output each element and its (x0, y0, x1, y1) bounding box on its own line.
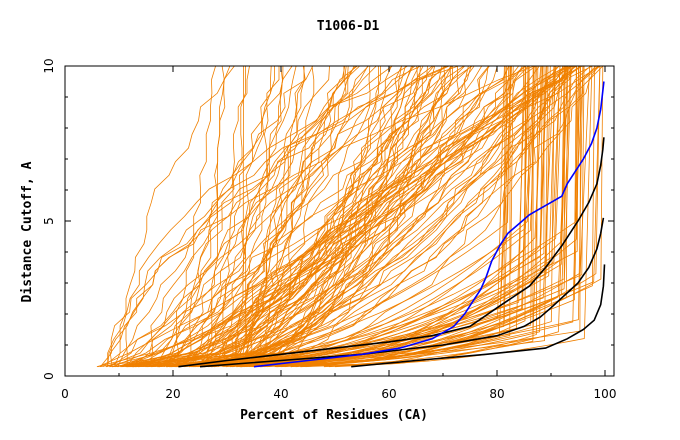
model-curve (249, 66, 446, 368)
model-curve (227, 66, 483, 368)
model-curve (214, 66, 574, 368)
model-curve (163, 66, 412, 368)
highlight-curve (253, 81, 605, 368)
model-curve (174, 66, 284, 368)
y-axis: 0 5 10 (42, 58, 614, 380)
model-curve (135, 66, 525, 368)
model-curve (174, 66, 489, 368)
x-tick-label: 20 (165, 387, 180, 401)
model-curve (105, 66, 272, 368)
model-curve (112, 66, 591, 368)
model-curve (168, 66, 250, 367)
model-curve (211, 66, 566, 368)
model-curve (158, 66, 584, 368)
model-curve (244, 66, 507, 368)
model-curve (163, 66, 216, 367)
model-curve (264, 66, 514, 368)
model-curve (125, 66, 581, 368)
model-curve (196, 66, 536, 368)
model-curve (255, 66, 453, 367)
x-axis-label: Percent of Residues (CA) (240, 408, 428, 423)
model-curve (120, 66, 453, 368)
model-curve (240, 66, 604, 368)
highlight-curve-line (253, 81, 605, 368)
y-tick-label: 0 (42, 372, 56, 380)
model-curve (133, 66, 511, 368)
model-curve (295, 66, 568, 368)
model-curve (117, 66, 314, 367)
reference-curve (178, 137, 605, 368)
reference-curve (351, 264, 606, 368)
model-curve (112, 66, 571, 368)
y-tick-label: 10 (42, 58, 56, 73)
model-curve (109, 66, 360, 368)
model-curve (232, 66, 498, 368)
model-curve (237, 66, 275, 367)
model-curve (229, 66, 574, 367)
model-curve (214, 66, 599, 368)
model-curve (133, 66, 509, 368)
model-curve (115, 66, 435, 368)
x-tick-label: 80 (489, 387, 504, 401)
model-curve (230, 66, 490, 368)
model-curve (107, 66, 408, 367)
x-tick-label: 60 (381, 387, 396, 401)
model-curve (184, 66, 545, 368)
model-curve (200, 66, 246, 367)
x-tick-label: 40 (273, 387, 288, 401)
x-axis: 0 20 40 60 80 100 (61, 66, 616, 401)
model-curve (138, 66, 535, 368)
model-curve (138, 66, 579, 368)
y-axis-label: Distance Cutoff, A (20, 161, 35, 302)
model-curve (251, 66, 377, 367)
model-curve (191, 66, 402, 368)
x-tick-label: 0 (61, 387, 69, 401)
model-curve (179, 66, 235, 367)
model-curve (189, 66, 355, 368)
x-tick-label: 100 (594, 387, 617, 401)
model-curve (291, 66, 544, 368)
model-curve (150, 66, 529, 368)
model-curve (159, 66, 597, 368)
model-curve (107, 66, 421, 367)
model-curve (130, 66, 465, 368)
model-curve (121, 66, 469, 368)
model-curve (226, 66, 566, 368)
model-curve (260, 66, 543, 368)
model-curve (181, 66, 283, 368)
model-curve (109, 66, 535, 367)
model-curve (277, 66, 577, 368)
model-curve (188, 66, 572, 368)
y-tick-label: 5 (42, 217, 56, 225)
model-curve (245, 66, 305, 367)
model-curve (98, 66, 570, 368)
model-curve (133, 66, 293, 368)
chart-title: T1006-D1 (317, 19, 380, 34)
model-curve (296, 66, 604, 368)
model-curve (145, 66, 419, 368)
model-curve (103, 66, 582, 368)
model-curve (126, 66, 358, 367)
model-curve (125, 66, 459, 367)
model-curve (112, 66, 512, 368)
model-curve (212, 66, 305, 368)
model-curve (157, 66, 451, 368)
